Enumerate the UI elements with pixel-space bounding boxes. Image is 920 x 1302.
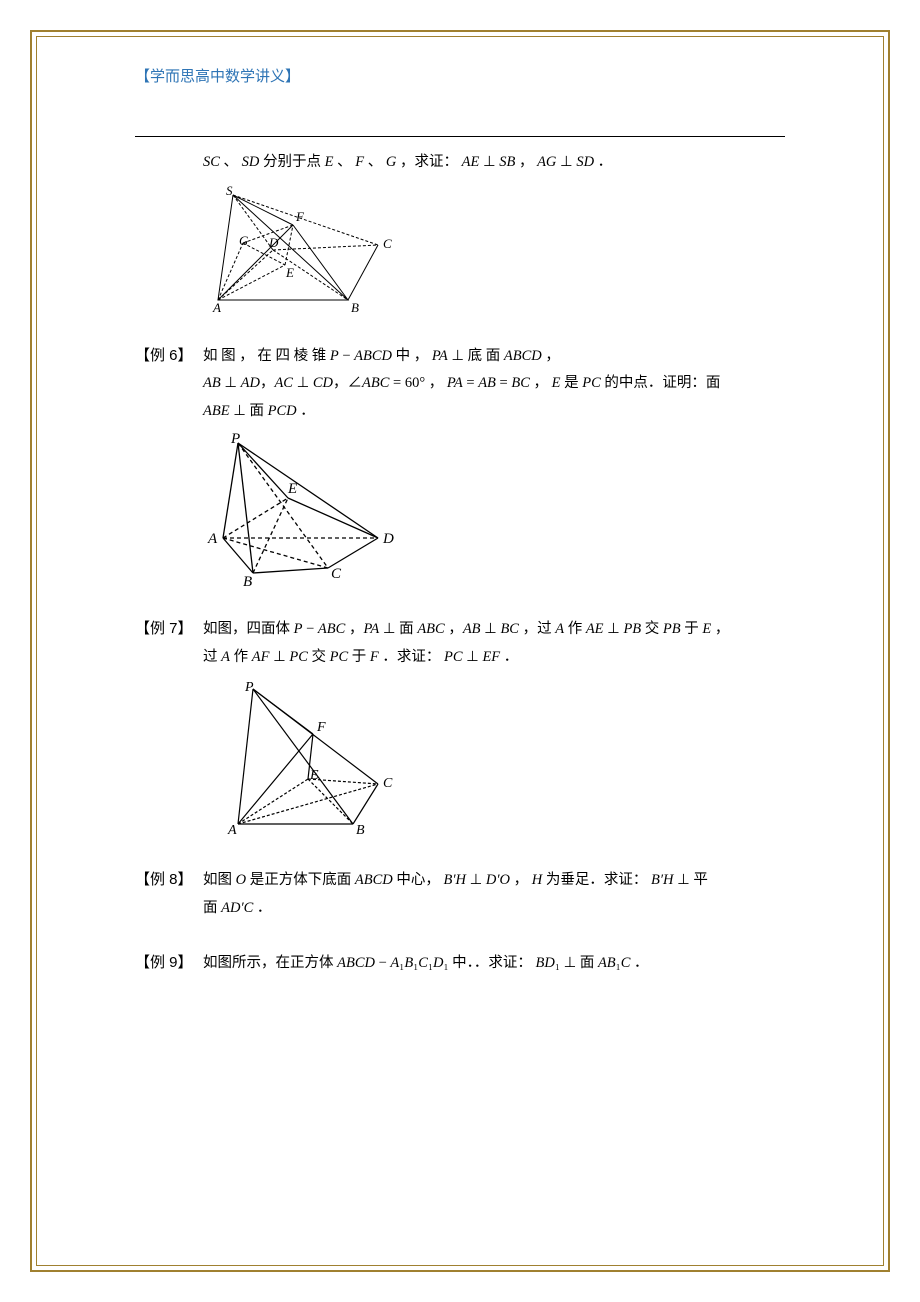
example-9-body: 如图所示，在正方体 ABCD − A₁B₁C₁D₁ 中．．求证： BD₁ ⊥ 面… xyxy=(203,950,785,978)
example-6-body: 如 图 ， 在 四 棱 锥 P − ABCD 中 ， PA ⊥ 底 面 ABCD… xyxy=(203,343,785,371)
fig2-label-E: E xyxy=(287,481,297,497)
fig3-label-E: E xyxy=(309,768,319,783)
figure-1: S F G D C E A B xyxy=(203,185,785,315)
example-7-line2: 过 A 作 AF ⊥ PC 交 PC 于 F ．求证： PC ⊥ EF ． xyxy=(203,644,785,672)
example-9-label: 【例 9】 xyxy=(135,951,203,972)
example-7-label: 【例 7】 xyxy=(135,617,203,638)
continuation-text: SC 、 SD 分别于点 E 、 F 、 G ，求证： AE ⊥ SB ， AG… xyxy=(203,149,785,177)
fig3-label-A: A xyxy=(227,823,237,838)
fig1-label-S: S xyxy=(226,185,233,198)
fig3-label-C: C xyxy=(383,776,393,791)
example-7-body: 如图，四面体 P − ABC ，PA ⊥ 面 ABC ，AB ⊥ BC ，过 A… xyxy=(203,616,785,644)
example-8-label: 【例 8】 xyxy=(135,868,203,889)
example-8-body: 如图 O 是正方体下底面 ABCD 中心， B′H ⊥ D′O ， H 为垂足．… xyxy=(203,867,785,895)
content-area: 【学而思高中数学讲义】 SC 、 SD 分别于点 E 、 F 、 G ，求证： … xyxy=(30,30,890,1008)
fig2-label-C: C xyxy=(331,566,342,582)
example-8: 【例 8】 如图 O 是正方体下底面 ABCD 中心， B′H ⊥ D′O ， … xyxy=(135,867,785,895)
fig2-label-B: B xyxy=(243,574,252,588)
fig1-label-F: F xyxy=(295,209,305,224)
figure-3: P F E C A B xyxy=(223,679,785,839)
horizontal-rule xyxy=(135,136,785,137)
fig3-label-P: P xyxy=(244,680,254,695)
fig1-label-B: B xyxy=(351,300,359,315)
fig1-label-C: C xyxy=(383,236,392,251)
fig3-label-F: F xyxy=(316,720,326,735)
figure-2: P E A D B C xyxy=(203,433,785,588)
fig2-label-D: D xyxy=(382,531,394,547)
example-6-label: 【例 6】 xyxy=(135,344,203,365)
example-6-line2: AB ⊥ AD，AC ⊥ CD，∠ABC = 60° ， PA = AB = B… xyxy=(203,370,785,398)
fig1-label-E: E xyxy=(285,265,294,280)
fig2-label-A: A xyxy=(207,531,218,547)
example-7: 【例 7】 如图，四面体 P − ABC ，PA ⊥ 面 ABC ，AB ⊥ B… xyxy=(135,616,785,644)
example-8-line2: 面 AD′C ． xyxy=(203,895,785,923)
example-9: 【例 9】 如图所示，在正方体 ABCD − A₁B₁C₁D₁ 中．．求证： B… xyxy=(135,950,785,978)
fig1-label-A: A xyxy=(212,300,221,315)
document-header: 【学而思高中数学讲义】 xyxy=(135,65,785,86)
fig2-label-P: P xyxy=(230,433,240,447)
example-6: 【例 6】 如 图 ， 在 四 棱 锥 P − ABCD 中 ， PA ⊥ 底 … xyxy=(135,343,785,371)
example-6-line3: ABE ⊥ 面 PCD ． xyxy=(203,398,785,426)
fig3-label-B: B xyxy=(356,823,365,838)
fig1-label-D: D xyxy=(268,235,279,250)
fig1-label-G: G xyxy=(239,233,249,248)
page: 【学而思高中数学讲义】 SC 、 SD 分别于点 E 、 F 、 G ，求证： … xyxy=(0,0,920,1302)
